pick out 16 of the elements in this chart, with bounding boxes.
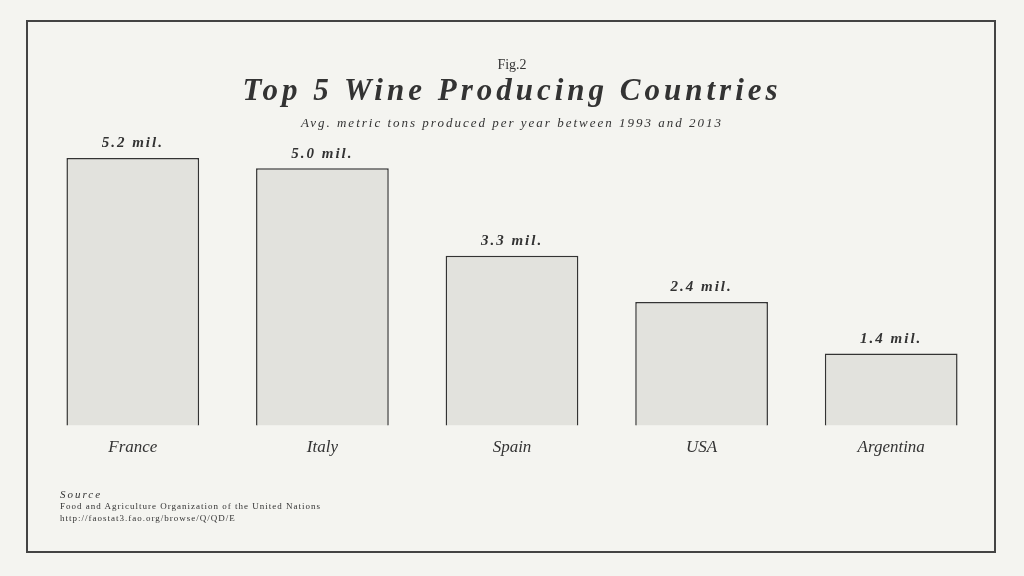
data-label: 3.3 mil.: [479, 232, 544, 249]
data-label: 1.4 mil.: [860, 329, 923, 346]
text: Food and Agriculture Organization of the United Nations: [60, 500, 322, 512]
data-label: 5.2 mil.: [101, 134, 164, 151]
text: Source: [60, 488, 104, 500]
caption: Fig.2: [496, 57, 528, 73]
data-label: 2.4 mil.: [669, 278, 733, 295]
x-tick-label: Argentina: [856, 437, 925, 457]
chart-subtitle: Avg. metric tons produced per year between 1993 and 2013: [299, 115, 724, 131]
chart-title: Top 5 Wine Producing Countries: [241, 72, 783, 108]
data-label: 5.0 mil.: [291, 144, 354, 161]
x-tick-label: USA: [686, 437, 718, 457]
x-tick-label: Italy: [305, 437, 339, 457]
text: http://faostat3.fao.org/browse/Q/QD/E: [60, 512, 237, 524]
x-tick-label: France: [107, 437, 158, 457]
x-tick-label: Spain: [492, 437, 532, 457]
